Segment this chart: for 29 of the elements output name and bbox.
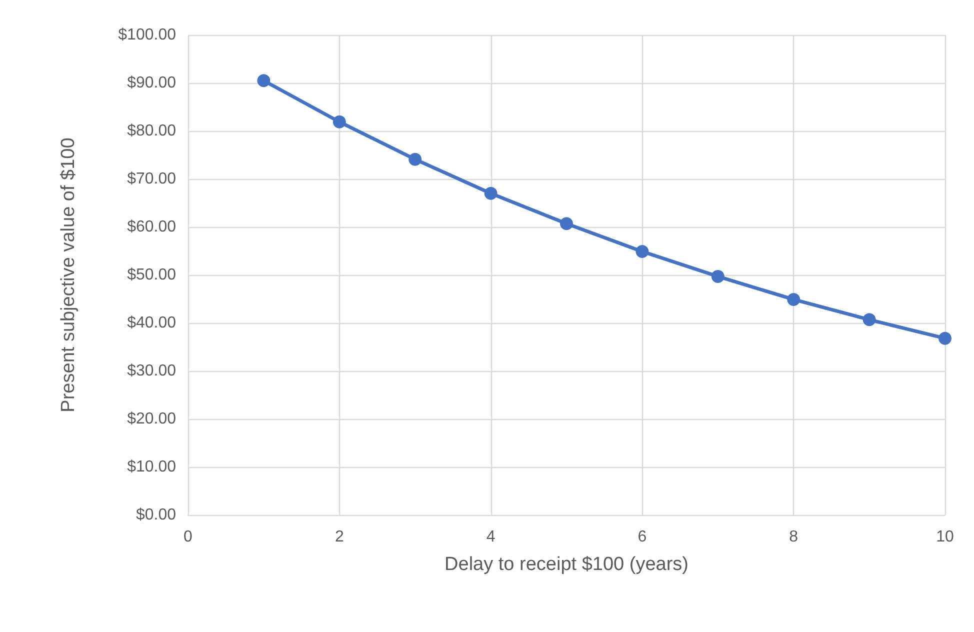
point — [257, 74, 270, 88]
point — [408, 152, 422, 166]
y-tick-label: $0.00 — [136, 506, 176, 524]
x-axis-title: Delay to receipt $100 (years) — [444, 554, 688, 575]
y-tick-label: $70.00 — [127, 170, 176, 188]
x-tick-label: 0 — [184, 528, 193, 546]
y-tick-label: $80.00 — [127, 122, 176, 140]
x-tick-label: 2 — [334, 528, 344, 546]
x-tick-label: 4 — [486, 528, 496, 546]
y-tick-label: $100.00 — [118, 26, 176, 44]
point — [560, 217, 573, 230]
point — [636, 244, 649, 258]
y-tick-label: $30.00 — [127, 362, 176, 380]
x-tick-label: 8 — [789, 528, 798, 546]
y-tick-label: $20.00 — [127, 410, 176, 428]
x-tick-label: 6 — [638, 528, 647, 546]
point — [332, 115, 346, 128]
point — [862, 313, 876, 326]
y-tick-label: $90.00 — [127, 74, 176, 92]
y-tick-label: $10.00 — [127, 458, 176, 476]
y-axis-title: Present subjective value of $100 — [58, 138, 79, 412]
y-tick-label: $50.00 — [127, 266, 176, 284]
y-tick-label: $60.00 — [127, 218, 176, 236]
point — [711, 270, 724, 283]
y-tick-label: $40.00 — [127, 314, 176, 332]
point — [484, 186, 498, 200]
point — [787, 292, 800, 306]
point — [938, 332, 952, 345]
x-tick-label: 10 — [936, 528, 954, 546]
